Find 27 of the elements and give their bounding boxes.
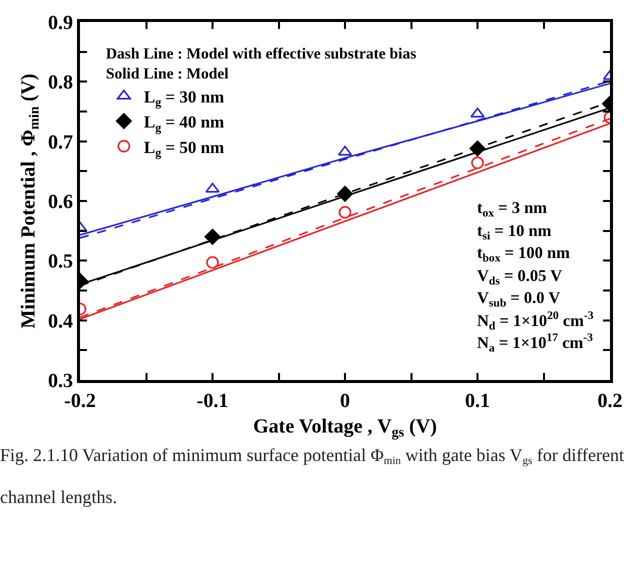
point: [338, 146, 352, 156]
legend-label: L$_{g}$ = 50 nm: [144, 138, 224, 160]
legend-label: L$_{g}$ = 40 nm: [144, 112, 224, 134]
annotation: t$_{box}$ = 100 nm: [477, 243, 570, 264]
annotation: t$_{si}$ = 10 nm: [477, 221, 552, 242]
y-tick-label: 0.7: [48, 131, 73, 154]
point: [338, 206, 352, 219]
annotation: N$_{d}$ = 1×10$^{20}$ cm$^{-3}$: [477, 310, 594, 332]
annotation: N$_{a}$ = 1×10$^{17}$ cm$^{-3}$: [477, 332, 594, 354]
x-tick-label: -0.2: [64, 390, 96, 412]
x-tick-label: 0.2: [598, 390, 622, 412]
x-tick-label: 0: [340, 390, 350, 412]
annotation: t$_{ox}$ = 3 nm: [477, 198, 548, 220]
y-tick-label: 0.3: [48, 370, 73, 392]
annotation: V$_{sub}$ = 0.0 V: [477, 288, 560, 310]
legend-label: L$_{g}$ = 30 nm: [144, 88, 224, 110]
y-tick-label: 0.8: [48, 72, 73, 94]
legend-title: Dash Line : Model with effective substrate bias Solid Line : Model: [106, 45, 416, 82]
y-tick-label: 0.6: [48, 191, 73, 213]
text: Fig. 2.1.10 Variation of minimum surface potential Φ$_{min}$ with gate bias V$_{gs}$ for different channel lengths.: [0, 445, 624, 507]
y-tick-label: 0.5: [48, 250, 73, 273]
x-tick-label: 0.1: [465, 390, 490, 412]
y-tick-label: 0.9: [48, 12, 73, 34]
annotation: V$_{ds}$ = 0.05 V: [477, 266, 562, 288]
x-tick-label: -0.1: [196, 390, 228, 412]
x-axis-title: Gate Voltage , V$_{gs}$ (V): [253, 416, 437, 441]
y-tick-label: 0.4: [48, 310, 73, 332]
